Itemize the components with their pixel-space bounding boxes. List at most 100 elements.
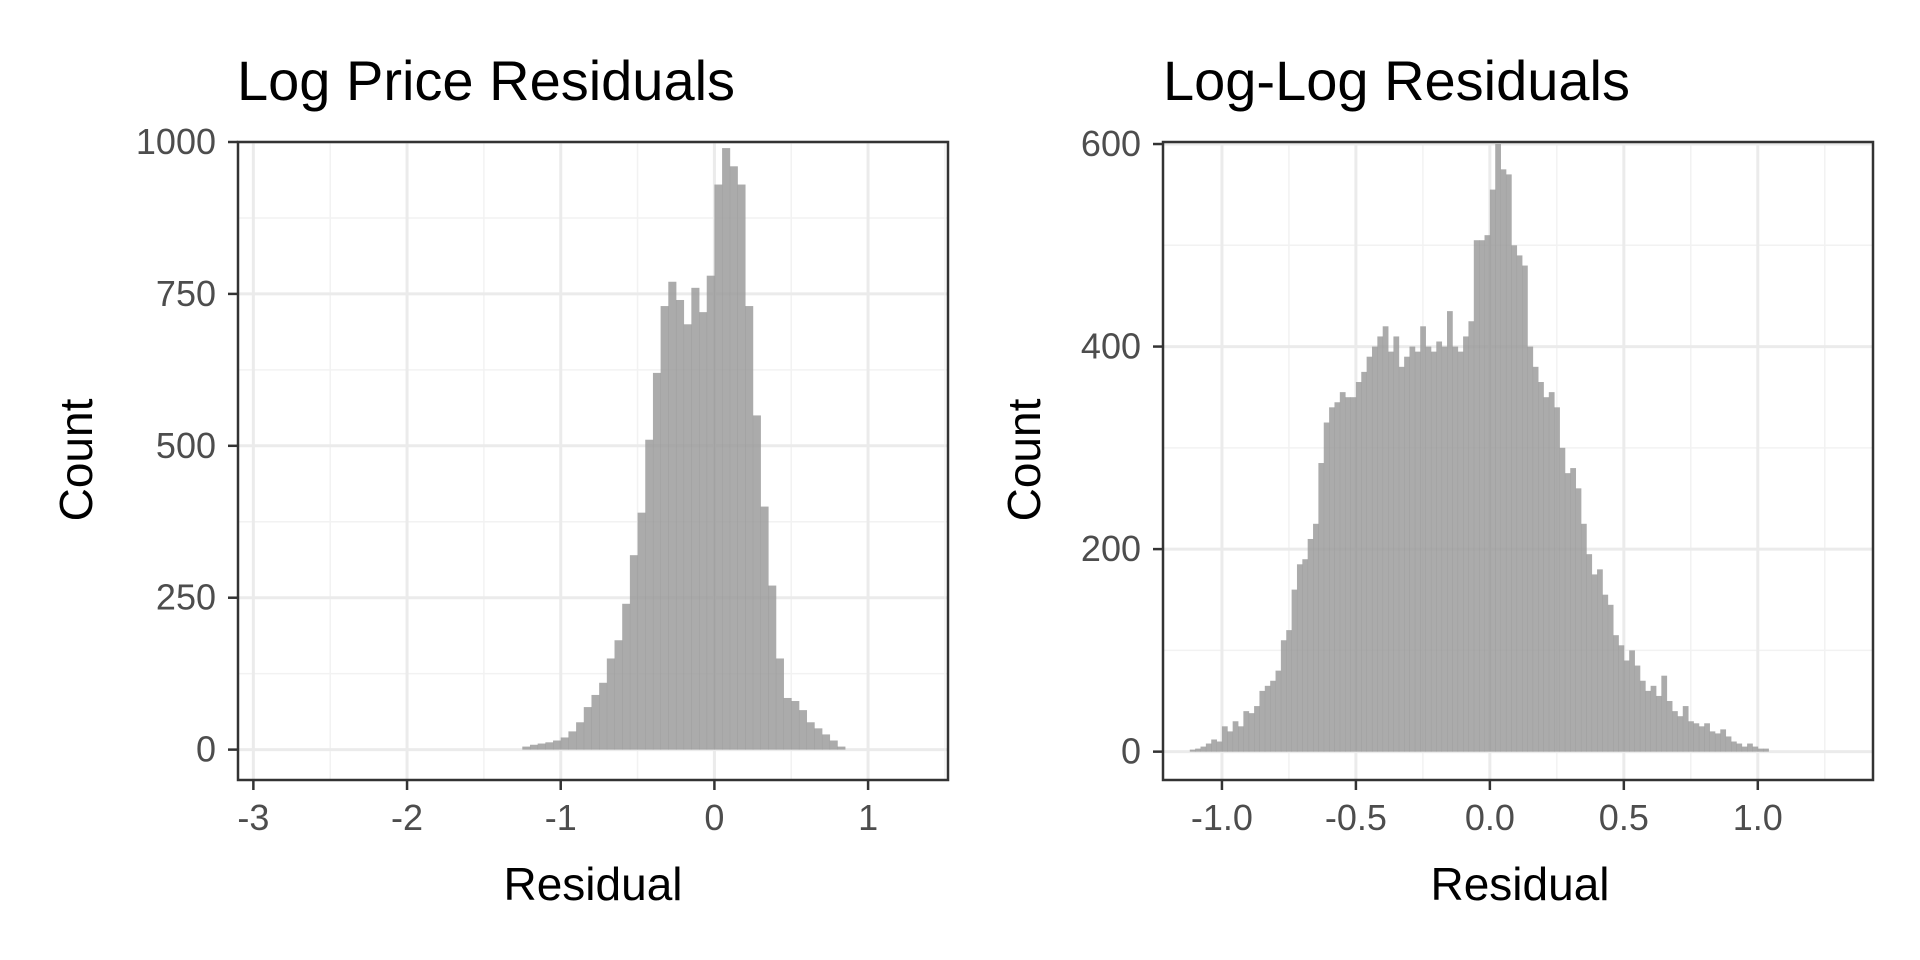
histogram-bar [1350,397,1357,752]
histogram-bar [1473,240,1480,752]
histogram-bar [1580,523,1587,752]
histogram-bar [1270,680,1276,752]
histogram-bar [837,746,846,750]
histogram-bar [1725,736,1732,752]
chart-panel-log-price: Log Price Residuals Residual Count -3 -2 -… [50,49,950,910]
histogram-bar [645,439,654,750]
histogram-bar [1296,564,1303,752]
histogram-bar [1495,144,1501,752]
histogram-bar [1538,382,1544,752]
x-tick-label: 0 [704,797,724,838]
histogram-bar [775,658,784,750]
histogram-bar [752,415,761,750]
histogram-bar [1302,559,1309,752]
x-tick-label: 1 [858,797,878,838]
histogram-bar [1248,713,1255,752]
histogram-bar [1704,723,1710,752]
histogram-bar [522,746,531,750]
y-tick-label: 0 [1121,731,1141,772]
histogram-bar [783,697,792,750]
y-tick-label: 200 [1081,528,1141,569]
x-tick-label: -3 [237,797,269,838]
histogram-bar [1548,392,1555,752]
histogram-bar [1200,746,1207,752]
histogram-bar [1709,731,1716,752]
histogram-bar [529,744,539,750]
histogram-bar [1243,711,1250,752]
histogram-bar [1430,351,1437,752]
histogram-bar [683,324,692,750]
histogram-bar [1570,468,1577,752]
histogram-bar [1323,422,1330,752]
histogram-bar [1500,169,1507,752]
histogram-bar [1666,701,1673,752]
histogram-bar [1339,392,1346,752]
histogram-bar [821,734,831,750]
histogram-bar [622,603,631,750]
histogram-bar [729,166,738,750]
histogram-bar [1205,743,1212,752]
chart-title: Log-Log Residuals [1163,49,1630,112]
histogram-bar [814,728,823,750]
histogram-bar [1720,729,1727,752]
histogram-bar [1607,604,1614,752]
histogram-bar [1672,711,1678,752]
histogram-bar [1559,447,1566,752]
histogram-bars [522,148,846,750]
x-axis-title: Residual [504,858,683,910]
y-tick-label: 400 [1081,326,1141,367]
histogram-bar [829,740,838,750]
histogram-bar [1655,695,1662,752]
histogram-bar [1227,731,1234,752]
histogram-bar [1698,726,1705,752]
histogram-bar [1280,640,1287,752]
histogram-bar [699,312,708,750]
histogram-bar [1554,407,1560,752]
histogram-bar [1238,726,1244,752]
histogram-bar [1650,685,1657,752]
y-axis-title: Count [998,398,1050,521]
y-tick-label: 500 [156,425,216,466]
x-tick-label: -1.0 [1191,797,1253,838]
histogram-bar [637,512,646,750]
histogram-bar [1527,346,1534,752]
histogram-bar [1468,321,1475,752]
histogram-bar [1586,554,1593,752]
histogram-bar [660,306,669,750]
histogram-bar [583,707,592,750]
histogram-bar [1714,733,1721,752]
histogram-bar [1371,346,1378,752]
histogram-bar [1532,366,1539,752]
histogram-bar [1377,336,1384,752]
histogram-bar [1634,665,1641,752]
histogram-bar [1189,749,1196,752]
plot-background [238,142,948,780]
histogram-bar [1393,336,1400,752]
histogram-bar [675,299,685,750]
histogram-bar [537,743,546,750]
histogram-bar [1629,650,1635,752]
histogram-bar [1232,721,1239,752]
histogram-bar [1741,746,1748,752]
histogram-bar [1505,174,1512,752]
x-tick-label: 0.5 [1599,797,1649,838]
y-tick-label: 0 [196,729,216,770]
histogram-bar [1436,341,1443,752]
histogram-bars [1189,144,1769,752]
histogram-bar [614,640,623,750]
histogram-bar [806,722,815,750]
histogram-bar [1275,670,1282,752]
histogram-bar [706,275,715,750]
histogram-bar [1564,473,1571,752]
histogram-bar [1334,402,1341,752]
histogram-bar [1516,255,1523,752]
histogram-bar [1264,685,1271,752]
chart-panel-log-log: Log-Log Residuals Residual Count -1.0 -0.… [998,49,1875,910]
histogram-bar [760,506,769,750]
histogram-bar [1361,371,1368,752]
histogram-bar [1195,748,1201,752]
histogram-bar [1688,721,1694,752]
histogram-bar [1313,523,1319,752]
